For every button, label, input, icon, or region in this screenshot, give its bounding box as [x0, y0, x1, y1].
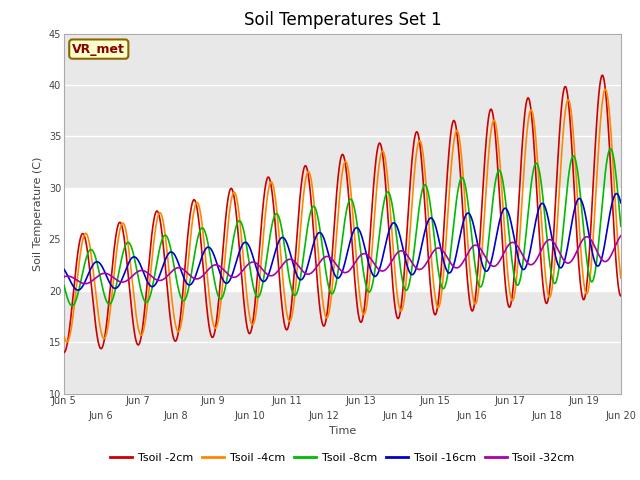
- X-axis label: Time: Time: [329, 426, 356, 436]
- Text: VR_met: VR_met: [72, 43, 125, 56]
- Bar: [64, 188, 621, 291]
- Legend: Tsoil -2cm, Tsoil -4cm, Tsoil -8cm, Tsoil -16cm, Tsoil -32cm: Tsoil -2cm, Tsoil -4cm, Tsoil -8cm, Tsoi…: [106, 448, 579, 467]
- Title: Soil Temperatures Set 1: Soil Temperatures Set 1: [244, 11, 441, 29]
- Y-axis label: Soil Temperature (C): Soil Temperature (C): [33, 156, 43, 271]
